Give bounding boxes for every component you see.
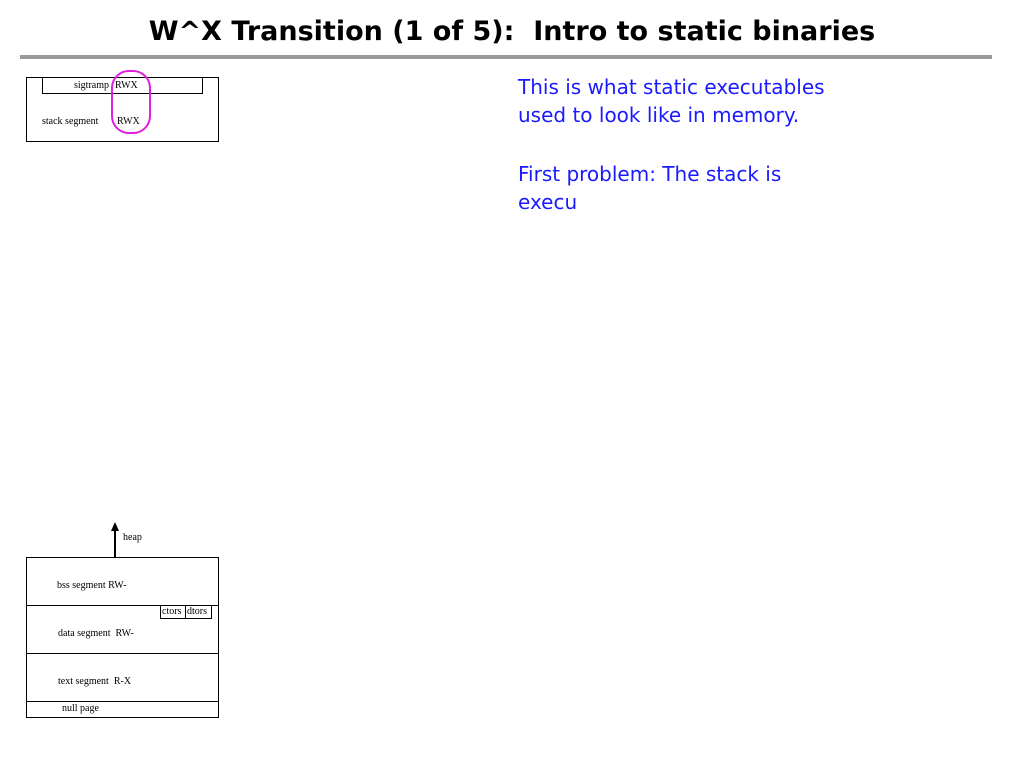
heap-label: heap: [123, 532, 142, 543]
note-line-2: used to look like in memory.: [518, 103, 800, 127]
null-page-label: null page: [62, 703, 99, 714]
permission-highlight-ellipse: [111, 70, 151, 134]
title-divider: [20, 55, 992, 59]
slide-title: W^X Transition (1 of 5): Intro to static…: [148, 16, 876, 47]
bss-segment-label: bss segment RW-: [57, 580, 127, 591]
text-segment-label: text segment R-X: [58, 676, 132, 687]
note-line-3: First problem: The stack is: [518, 162, 782, 186]
stack-segment-label: stack segment: [42, 116, 99, 127]
heap-arrow: [111, 522, 119, 558]
dtors-label: dtors: [187, 606, 207, 617]
note-line-1: This is what static executables: [518, 75, 825, 99]
divider: [26, 605, 218, 606]
note-line-4: execu: [518, 190, 578, 214]
dtors-box: [185, 605, 212, 619]
ctors-label: ctors: [162, 606, 182, 617]
sigtramp-label: sigtramp: [74, 80, 109, 91]
binary-memory-box: [26, 557, 219, 718]
divider: [26, 701, 218, 702]
data-segment-label: data segment RW-: [58, 628, 134, 639]
divider: [26, 653, 218, 654]
